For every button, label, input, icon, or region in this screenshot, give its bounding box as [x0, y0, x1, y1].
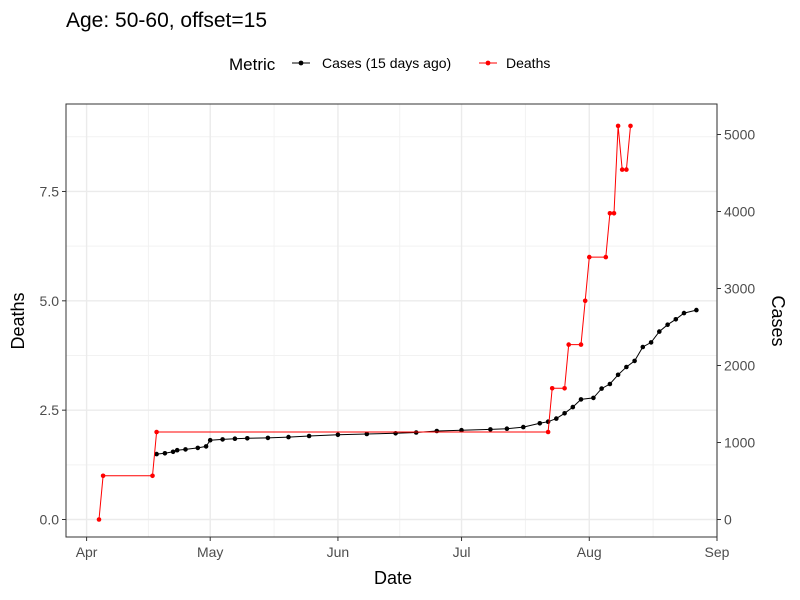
data-point-cases: [459, 427, 464, 433]
data-point-deaths: [566, 342, 571, 347]
data-point-cases: [578, 397, 584, 402]
data-point-cases: [607, 381, 613, 387]
data-point-cases: [657, 329, 662, 334]
data-point-cases: [648, 340, 654, 345]
data-point-cases: [335, 432, 341, 438]
data-point-cases: [591, 395, 596, 401]
x-tick-label: Aug: [577, 544, 602, 560]
data-point-cases: [640, 344, 646, 350]
data-point-deaths: [619, 167, 625, 172]
y-tick-label-left: 0.0: [40, 512, 60, 528]
y-tick-label-right: 1000: [724, 435, 755, 451]
chart-title: Age: 50-60, offset=15: [66, 9, 267, 32]
data-point-cases: [504, 426, 510, 432]
data-point-cases: [174, 447, 180, 453]
data-point-deaths: [154, 429, 159, 435]
data-point-cases: [570, 404, 576, 410]
legend-key-deaths-marker: [485, 60, 491, 66]
data-point-deaths: [603, 254, 609, 260]
data-point-cases: [434, 428, 440, 434]
data-point-deaths: [96, 517, 102, 522]
x-tick-label: Sep: [705, 544, 730, 560]
data-point-cases: [195, 445, 201, 451]
data-point-cases: [615, 372, 621, 378]
data-point-deaths: [628, 123, 633, 129]
data-point-deaths: [587, 254, 592, 260]
data-point-cases: [154, 451, 159, 457]
data-point-cases: [245, 436, 250, 441]
data-point-cases: [537, 421, 543, 426]
data-point-deaths: [624, 167, 629, 172]
gridlines: [66, 104, 718, 537]
data-point-cases: [306, 433, 312, 439]
data-point-cases: [665, 322, 670, 328]
data-point-cases: [554, 416, 559, 421]
data-point-cases: [162, 451, 168, 456]
legend-label-deaths: Deaths: [506, 55, 550, 71]
data-point-deaths: [578, 342, 584, 347]
x-tick-label: May: [197, 544, 223, 560]
plot-panel-border: [65, 103, 718, 538]
y-tick-label-right: 4000: [724, 203, 755, 219]
data-point-cases: [286, 434, 291, 440]
x-tick-label: Jun: [327, 544, 350, 560]
data-point-cases: [265, 435, 271, 441]
data-point-deaths: [150, 473, 155, 479]
data-point-deaths: [100, 473, 106, 479]
legend-label-cases: Cases (15 days ago): [322, 55, 451, 71]
data-point-deaths: [607, 211, 613, 216]
y-tick-label-right: 0: [724, 512, 732, 528]
data-point-cases: [232, 436, 238, 442]
y-tick-label-left: 7.5: [40, 183, 60, 199]
data-point-cases: [694, 307, 699, 313]
data-point-cases: [624, 364, 629, 370]
data-point-cases: [220, 437, 225, 442]
data-point-cases: [203, 444, 209, 449]
data-point-deaths: [582, 298, 588, 304]
y-axis-label-left: Deaths: [8, 292, 28, 349]
data-point-deaths: [549, 386, 555, 391]
legend-title: Metric: [229, 55, 276, 74]
data-point-cases: [521, 424, 526, 430]
x-tick-label: Jul: [453, 544, 471, 560]
x-tick-label: Apr: [76, 544, 98, 560]
y-tick-label-right: 2000: [724, 358, 755, 374]
axes: Apr May Jun Jul Aug Sep 0.0 2.5 5.0 7.5 0 1000 2000 3…: [40, 126, 756, 560]
series-line-deaths: [98, 125, 631, 520]
data-point-deaths: [545, 429, 551, 435]
y-tick-label-left: 2.5: [40, 402, 60, 418]
data-point-cases: [599, 386, 604, 391]
data-point-deaths: [615, 123, 621, 129]
data-point-cases: [207, 437, 213, 443]
legend: Metric Cases (15 days ago) Deaths: [229, 55, 550, 74]
data-point-cases: [170, 449, 176, 455]
data-point-deaths: [611, 211, 617, 216]
y-axis-label-right: Cases: [768, 295, 788, 346]
data-point-cases: [364, 431, 370, 437]
legend-key-cases-marker: [298, 60, 304, 66]
series-layer: [96, 123, 699, 522]
y-tick-label-right: 5000: [724, 126, 755, 142]
data-point-cases: [183, 447, 188, 452]
x-axis-label: Date: [374, 568, 412, 588]
data-point-deaths: [562, 386, 567, 391]
data-point-cases: [681, 310, 687, 316]
data-point-cases: [488, 427, 493, 432]
data-point-cases: [562, 411, 567, 416]
y-tick-label-right: 3000: [724, 281, 755, 297]
data-point-cases: [673, 317, 679, 322]
data-point-cases: [632, 358, 637, 364]
y-tick-label-left: 5.0: [40, 293, 60, 309]
